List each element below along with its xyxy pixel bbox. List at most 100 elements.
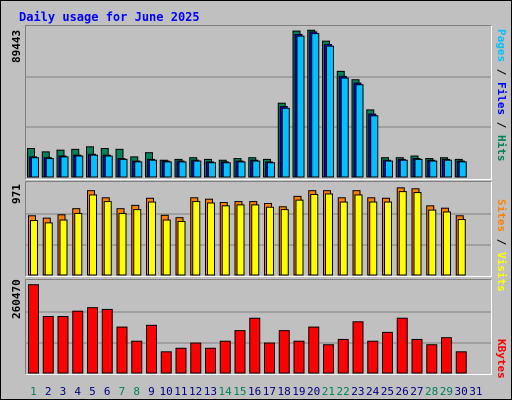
bottom-bar-kbytes [175,347,187,374]
middle-bar-visits [428,209,437,276]
middle-bar-visits [266,206,274,276]
middle-bar-visits [354,194,363,276]
bottom-bar-kbytes [42,315,54,374]
x-tick-label: 29 [440,385,453,398]
bottom-bar-kbytes [28,284,39,374]
x-tick-label: 16 [248,385,261,398]
top-bar-pages [311,33,320,178]
middle-bar-visits [325,193,333,276]
top-bar-pages [444,159,452,178]
middle-bar-visits [384,201,392,276]
middle-bar-visits [339,201,348,276]
top-bar-pages [355,84,364,178]
top-bar-pages [90,154,98,178]
middle-bar-visits [310,193,319,276]
middle-bar-visits [280,209,289,276]
middle-bar-visits [369,201,378,276]
bottom-bar-kbytes [367,340,379,374]
x-tick-label: 31 [469,385,482,398]
top-bar-pages [75,155,84,178]
bottom-bar-kbytes [57,315,69,374]
bottom-bar-kbytes [116,326,128,374]
bottom-bar-kbytes [308,326,320,374]
middle-bar-visits [236,204,245,276]
middle-bar-visits [103,201,112,276]
middle-bar-visits [251,204,260,276]
x-tick-label: 15 [233,385,246,398]
bottom-bar-kbytes [426,344,438,374]
middle-bar-visits [443,211,451,276]
x-tick-label: 10 [160,385,173,398]
x-tick-label: 8 [133,385,140,398]
top-bar-pages [340,77,349,178]
bottom-bar-kbytes [219,340,231,374]
top-bar-pages [267,162,275,178]
top-bar-pages [60,156,69,178]
top-bar-pages [149,159,157,178]
x-tick-label: 17 [263,385,276,398]
bottom-bar-kbytes [411,338,423,374]
top-bar-pages [134,161,143,178]
bottom-bar-kbytes [131,340,143,374]
x-tick-label: 1 [30,385,37,398]
x-tick-label: 6 [104,385,111,398]
top-bar-pages [237,161,246,178]
x-tick-label: 2 [45,385,52,398]
x-tick-label: 3 [60,385,67,398]
bottom-bar-kbytes [101,308,113,374]
bottom-bar-kbytes [190,342,202,374]
x-tick-label: 20 [307,385,320,398]
bottom-bar-kbytes [293,340,305,374]
x-tick-label: 11 [174,385,187,398]
bottom-bar-kbytes [205,347,216,374]
chart-title: Daily usage for June 2025 [19,10,200,24]
top-bar-pages [45,158,54,178]
x-tick-label: 12 [189,385,202,398]
middle-bar-visits [398,191,407,276]
top-bar-pages [178,161,187,178]
top-bar-pages [399,159,408,178]
top-bar-pages [119,158,128,178]
middle-bar-visits [148,201,156,276]
middle-bar-visits [413,192,422,276]
top-bar-pages [458,161,467,178]
x-tick-label: 30 [455,385,468,398]
bottom-bar-kbytes [337,338,349,374]
middle-bar-visits [133,209,142,276]
middle-bar-visits [457,219,466,276]
x-tick-label: 21 [322,385,335,398]
top-bar-pages [104,155,113,178]
x-tick-label: 13 [204,385,217,398]
bottom-bar-kbytes [352,321,364,374]
x-tick-label: 4 [74,385,81,398]
x-tick-label: 26 [396,385,409,398]
middle-bar-visits [207,202,215,276]
middle-bar-visits [59,219,68,276]
top-bar-pages [414,158,423,178]
bottom-bar-kbytes [72,310,84,374]
bottom-bar-kbytes [87,307,98,374]
x-tick-label: 19 [292,385,305,398]
middle-bar-visits [192,201,201,276]
bottom-bar-kbytes [382,331,393,374]
x-tick-label: 7 [119,385,126,398]
top-bar-pages [163,161,172,178]
top-bar-pages [193,160,202,178]
x-tick-label: 9 [148,385,155,398]
bottom-bar-kbytes [264,342,275,374]
x-tick-label: 5 [89,385,96,398]
x-tick-label: 27 [410,385,423,398]
middle-bar-visits [74,212,83,276]
x-tick-label: 18 [278,385,291,398]
middle-bar-visits [118,212,127,276]
top-bar-pages [222,162,231,178]
x-tick-label: 28 [425,385,438,398]
bottom-bar-kbytes [146,324,157,374]
middle-bar-visits [295,199,304,276]
middle-bar-visits [44,222,53,276]
x-tick-label: 22 [337,385,350,398]
middle-bar-visits [221,205,230,276]
top-bar-pages [296,35,305,178]
